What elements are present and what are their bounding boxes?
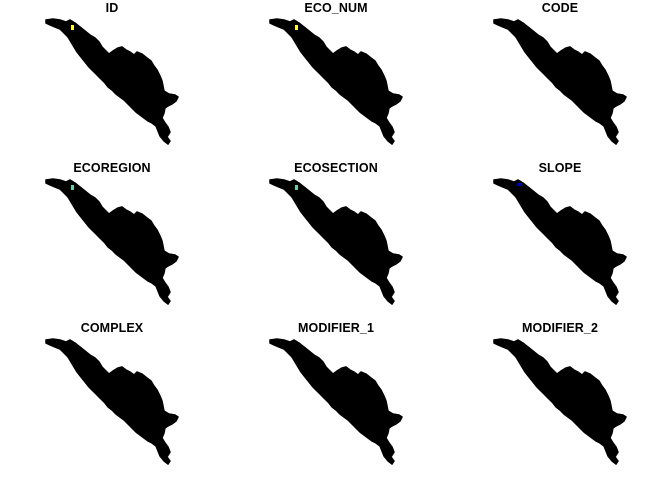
region-polygon [45, 338, 179, 466]
map-panel-code: CODE [448, 0, 672, 160]
map-panel-modifier-2: MODIFIER_2 [448, 320, 672, 480]
region-map [45, 178, 179, 306]
region-map [493, 178, 627, 306]
map-panel-slope: SLOPE [448, 160, 672, 320]
map-panel-modifier-1: MODIFIER_1 [224, 320, 448, 480]
map-panel-ecoregion: ECOREGION [0, 160, 224, 320]
panel-title: ECOREGION [73, 161, 151, 175]
region-map [269, 18, 403, 146]
region-polygon [493, 18, 627, 146]
map-panel-complex: COMPLEX [0, 320, 224, 480]
highlight-polygon [295, 25, 298, 30]
highlight-polygon [517, 183, 522, 186]
highlight-polygon [71, 25, 74, 30]
region-map [493, 338, 627, 466]
region-polygon [493, 178, 627, 306]
panel-title: MODIFIER_2 [521, 321, 598, 335]
panel-title: CODE [541, 1, 579, 15]
panel-title: COMPLEX [80, 321, 144, 335]
region-map [45, 18, 179, 146]
region-polygon [269, 338, 403, 466]
highlight-polygon [295, 185, 298, 190]
panel-title: ID [105, 1, 119, 15]
panel-title: ECO_NUM [304, 1, 368, 15]
region-polygon [45, 18, 179, 146]
region-polygon [269, 18, 403, 146]
region-map [269, 178, 403, 306]
region-map [269, 338, 403, 466]
region-polygon [45, 178, 179, 306]
map-panel-eco-num: ECO_NUM [224, 0, 448, 160]
map-panel-ecosection: ECOSECTION [224, 160, 448, 320]
map-panel-id: ID [0, 0, 224, 160]
region-map [45, 338, 179, 466]
region-map [493, 18, 627, 146]
panel-title: ECOSECTION [294, 161, 378, 175]
region-polygon [493, 338, 627, 466]
panel-title: SLOPE [538, 161, 582, 175]
highlight-polygon [71, 185, 74, 190]
region-polygon [269, 178, 403, 306]
panel-title: MODIFIER_1 [297, 321, 374, 335]
